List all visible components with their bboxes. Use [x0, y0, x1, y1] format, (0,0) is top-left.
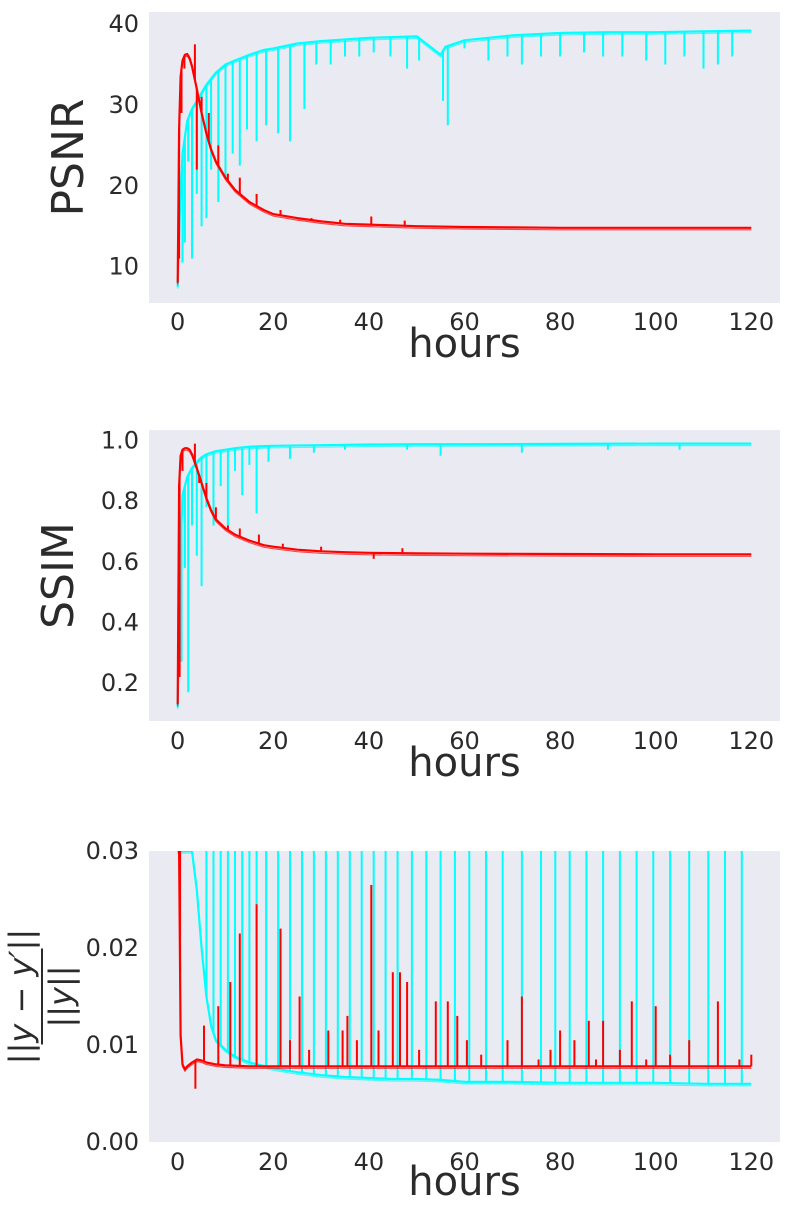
chart-panel-1: 0 20 40 60 80 100 120 10 20 30 40 hours PSNR [43, 10, 780, 367]
y-tick-label-3-3: 0.03 [86, 837, 139, 865]
x-tick-label-1-1: 20 [258, 308, 289, 336]
plot-area-1 [149, 12, 780, 303]
y-tick-label-2-3: 0.8 [101, 487, 139, 515]
x-axis-label-3: hours [408, 1159, 520, 1205]
plot-lines-2 [176, 442, 752, 710]
y-tick-label-1-2: 30 [108, 91, 139, 119]
y-tick-label-1-3: 40 [108, 10, 139, 38]
x-tick-label-2-0: 0 [170, 727, 185, 755]
plot-lines-1 [176, 29, 752, 289]
plot-area-3 [149, 851, 780, 1142]
x-tick-label-3-3: 60 [449, 1148, 480, 1176]
y-tick-label-2-4: 1.0 [101, 427, 139, 455]
x-tick-label-3-0: 0 [170, 1148, 185, 1176]
y-tick-label-2-0: 0.2 [101, 669, 139, 697]
x-tick-label-2-6: 120 [728, 727, 774, 755]
x-axis-label-2: hours [408, 740, 520, 786]
x-tick-label-3-1: 20 [258, 1148, 289, 1176]
series-line-2-2 [176, 447, 752, 705]
y-tick-label-3-2: 0.02 [86, 934, 139, 962]
y-tick-label-2-1: 0.4 [101, 609, 139, 637]
y-tick-label-2-2: 0.6 [101, 548, 139, 576]
x-tick-label-1-3: 60 [449, 308, 480, 336]
x-tick-label-2-2: 40 [354, 727, 385, 755]
chart-panel-2: 0 20 40 60 80 100 120 0.2 0.4 0.6 0.8 1.0 hours SSIM [33, 427, 780, 786]
chart-panel-3: 0 20 40 60 80 100 120 0.00 0.01 0.02 0.03 hours ||y … [2, 837, 780, 1205]
x-tick-label-3-5: 100 [633, 1148, 679, 1176]
x-tick-label-3-2: 40 [354, 1148, 385, 1176]
series-line-1-2 [176, 52, 752, 283]
y-axis-label-2: SSIM [33, 522, 84, 629]
series-line-1-1 [176, 29, 752, 287]
y-axis-label-denominator: ||y|| [42, 965, 80, 1027]
x-tick-label-1-2: 40 [354, 308, 385, 336]
x-tick-label-1-0: 0 [170, 308, 185, 336]
series-band-1-1 [177, 32, 752, 289]
y-tick-label-1-0: 10 [108, 253, 139, 281]
series-band-3-2 [177, 852, 752, 1073]
plot-area-2 [149, 430, 780, 721]
y-tick-label-3-1: 0.01 [86, 1031, 139, 1059]
series-band-1-2 [177, 55, 752, 285]
x-tick-label-2-4: 80 [545, 727, 576, 755]
series-band-3-1 [177, 852, 752, 1087]
x-axis-label-1: hours [408, 321, 520, 367]
x-tick-label-2-5: 100 [633, 727, 679, 755]
x-tick-label-1-4: 80 [545, 308, 576, 336]
x-tick-label-1-6: 120 [728, 308, 774, 336]
x-tick-label-2-3: 60 [449, 727, 480, 755]
y-axis-label-numerator: ||y − y′|| [2, 929, 40, 1064]
plot-lines-3 [177, 851, 753, 1089]
x-tick-label-3-4: 80 [545, 1148, 576, 1176]
y-tick-label-1-1: 20 [108, 172, 139, 200]
x-tick-label-1-5: 100 [633, 308, 679, 336]
series-band-2-2 [177, 449, 752, 707]
y-axis-label-1: PSNR [43, 99, 94, 217]
x-tick-label-3-6: 120 [728, 1148, 774, 1176]
y-axis-label-3: ||y − y′|| ||y|| [2, 929, 80, 1064]
y-tick-label-3-0: 0.00 [86, 1128, 139, 1156]
x-tick-label-2-1: 20 [258, 727, 289, 755]
